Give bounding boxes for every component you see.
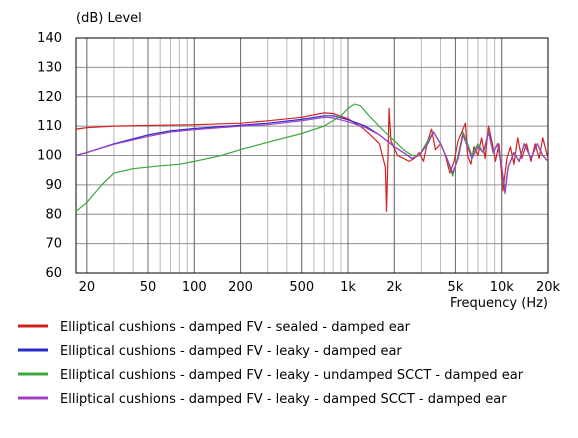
series-line-4 bbox=[75, 116, 549, 195]
y-tick-label: 110 bbox=[37, 119, 62, 134]
y-tick-label: 70 bbox=[45, 237, 62, 252]
y-axis-label: (dB) Level bbox=[76, 11, 142, 26]
y-tick-label: 130 bbox=[37, 60, 62, 75]
x-tick-label: 200 bbox=[228, 280, 253, 295]
x-tick-label: 50 bbox=[140, 280, 157, 295]
legend-label-1: Elliptical cushions - damped FV - sealed… bbox=[60, 320, 411, 335]
y-tick-label: 120 bbox=[37, 90, 62, 105]
y-tick-label: 60 bbox=[45, 266, 62, 281]
y-tick-label: 140 bbox=[37, 31, 62, 46]
x-axis-tick-labels: 20 50 100 200 500 1k 2k 5k 10k 20k bbox=[79, 280, 561, 295]
y-tick-label: 80 bbox=[45, 207, 62, 222]
x-tick-label: 20 bbox=[79, 280, 96, 295]
legend-label-2: Elliptical cushions - damped FV - leaky … bbox=[60, 344, 402, 359]
x-tick-label: 20k bbox=[536, 280, 561, 295]
x-tick-label: 10k bbox=[490, 280, 515, 295]
legend-label-4: Elliptical cushions - damped FV - leaky … bbox=[60, 392, 507, 407]
x-tick-label: 2k bbox=[386, 280, 402, 295]
x-tick-label: 5k bbox=[448, 280, 464, 295]
y-tick-label: 100 bbox=[37, 149, 62, 164]
y-axis-tick-labels: 60 70 80 90 100 110 120 130 140 bbox=[37, 31, 62, 281]
x-tick-label: 500 bbox=[289, 280, 314, 295]
x-axis-label: Frequency (Hz) bbox=[450, 296, 548, 311]
series-lines bbox=[75, 103, 549, 212]
x-tick-label: 1k bbox=[340, 280, 356, 295]
legend: Elliptical cushions - damped FV - sealed… bbox=[18, 320, 524, 407]
x-tick-label: 100 bbox=[182, 280, 207, 295]
y-tick-label: 90 bbox=[45, 178, 62, 193]
legend-label-3: Elliptical cushions - damped FV - leaky … bbox=[60, 368, 524, 383]
